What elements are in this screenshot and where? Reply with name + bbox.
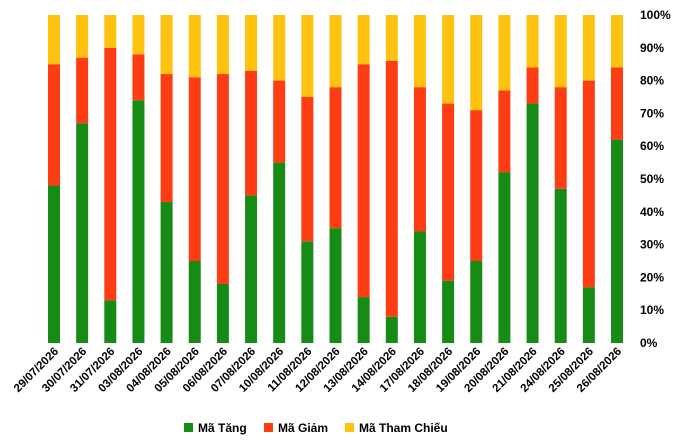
bar-segment-3-6 (188, 15, 201, 78)
bar-segment-1-17 (498, 172, 511, 343)
bar-segment-3-12 (357, 15, 370, 65)
bars-layer (48, 15, 623, 344)
bar-segment-2-10 (301, 97, 314, 242)
y-tick-label: 70% (640, 106, 664, 120)
bar-segment-2-4 (132, 54, 145, 101)
bar-segment-3-9 (273, 15, 286, 81)
bar-segment-1-13 (385, 316, 398, 343)
bar-segment-2-19 (554, 87, 567, 189)
bar-segment-1-1 (48, 185, 60, 343)
bar-segment-3-11 (329, 15, 342, 88)
bar-segment-3-20 (582, 15, 595, 81)
bar-segment-3-14 (413, 15, 426, 88)
y-tick-label: 30% (640, 238, 664, 252)
bar-segment-1-8 (245, 195, 258, 343)
bar-segment-3-18 (526, 15, 539, 68)
y-axis: 0% 10% 20% 30% 40% 50% 60% 70% 80% 90% 100% (640, 8, 671, 350)
bar-segment-1-5 (160, 201, 173, 343)
bar-segment-2-20 (582, 80, 595, 288)
bar-segment-3-16 (470, 15, 483, 111)
bar-segment-3-8 (245, 15, 258, 71)
bar-segment-2-18 (526, 67, 539, 104)
bar-segment-3-17 (498, 15, 511, 91)
legend-label: Mã Tham Chiếu (359, 421, 448, 435)
bar-segment-1-12 (357, 297, 370, 343)
bar-segment-1-9 (273, 162, 286, 343)
legend-swatch (345, 423, 354, 432)
bar-segment-3-3 (104, 15, 117, 48)
bar-segment-2-12 (357, 64, 370, 298)
bar-segment-1-14 (413, 231, 426, 343)
bar-segment-2-3 (104, 47, 117, 301)
bar-segment-2-2 (76, 57, 89, 124)
y-tick-label: 20% (640, 270, 664, 284)
bar-segment-2-13 (385, 60, 398, 317)
y-tick-label: 50% (640, 172, 664, 186)
bar-segment-3-5 (160, 15, 173, 75)
bar-segment-3-21 (611, 15, 623, 68)
bar-segment-1-3 (104, 300, 117, 343)
bar-segment-1-4 (132, 100, 145, 343)
y-tick-label: 80% (640, 74, 664, 88)
bar-segment-1-20 (582, 287, 595, 343)
bar-segment-1-7 (216, 283, 229, 343)
y-tick-label: 100% (640, 8, 671, 22)
bar-segment-2-1 (48, 64, 60, 186)
bar-segment-1-19 (554, 188, 567, 343)
bar-segment-2-6 (188, 77, 201, 261)
legend-label: Mã Giảm (278, 421, 328, 435)
y-tick-label: 10% (640, 303, 664, 317)
bar-segment-3-19 (554, 15, 567, 88)
x-axis: 29/07/202630/07/202631/07/202603/08/2026… (12, 346, 624, 395)
bar-segment-2-9 (273, 80, 286, 163)
bar-segment-2-16 (470, 110, 483, 262)
bar-segment-3-13 (385, 15, 398, 61)
y-tick-label: 0% (640, 336, 658, 350)
y-tick-label: 90% (640, 41, 664, 55)
bar-segment-1-18 (526, 103, 539, 343)
bar-segment-2-21 (611, 67, 623, 140)
bar-segment-2-17 (498, 90, 511, 173)
bar-segment-3-1 (48, 15, 60, 65)
y-tick-label: 60% (640, 139, 664, 153)
bar-segment-1-16 (470, 261, 483, 343)
legend: Mã Tăng Mã Giảm Mã Tham Chiếu (184, 421, 448, 435)
bar-segment-3-4 (132, 15, 145, 55)
bar-segment-1-2 (76, 123, 89, 344)
bar-segment-2-7 (216, 74, 229, 284)
y-tick-label: 40% (640, 205, 664, 219)
bar-segment-2-14 (413, 87, 426, 232)
bar-segment-3-10 (301, 15, 314, 97)
bar-segment-1-10 (301, 241, 314, 343)
bar-segment-2-15 (442, 103, 455, 281)
legend-swatch (184, 423, 193, 432)
bar-segment-2-8 (245, 70, 258, 196)
bar-segment-3-7 (216, 15, 229, 75)
bar-segment-2-11 (329, 87, 342, 229)
bar-segment-1-6 (188, 261, 201, 343)
bar-segment-1-11 (329, 228, 342, 343)
bar-segment-1-21 (611, 139, 623, 343)
bar-segment-2-5 (160, 74, 173, 202)
legend-label: Mã Tăng (198, 421, 247, 435)
legend-swatch (264, 423, 273, 432)
bar-segment-3-15 (442, 15, 455, 104)
bar-segment-3-2 (76, 15, 89, 58)
bar-segment-1-15 (442, 280, 455, 343)
